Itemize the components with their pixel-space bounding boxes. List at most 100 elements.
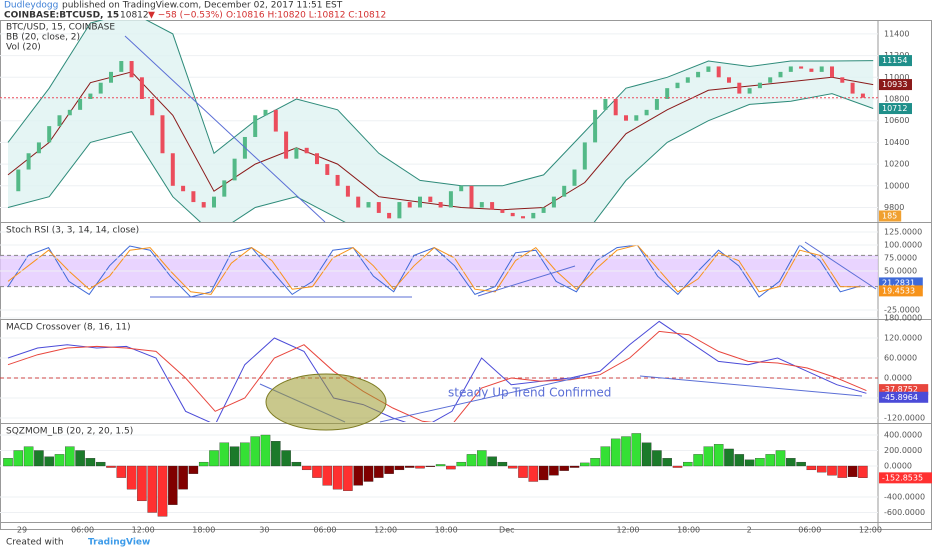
momentum-bar — [507, 465, 518, 469]
x-tick-label: 12:00 — [132, 526, 155, 535]
candle — [129, 61, 134, 78]
axis-value-box — [879, 285, 923, 297]
axis-value-label: 185 — [882, 212, 897, 221]
x-tick-label: 06:00 — [313, 526, 336, 535]
momentum-bar — [291, 461, 302, 467]
axis-value-box — [879, 391, 929, 403]
signal-line — [7, 330, 867, 422]
candle — [428, 196, 433, 203]
candle — [624, 115, 628, 121]
y-tick-label: 10200 — [884, 160, 909, 169]
candle — [459, 185, 464, 192]
candle — [727, 77, 731, 83]
y-tick-label: 100.0000 — [884, 241, 922, 250]
x-tick-label: 18:00 — [435, 526, 458, 535]
momentum-bar — [137, 465, 147, 502]
candle — [479, 202, 484, 208]
momentum-bar — [54, 454, 65, 467]
momentum-bar — [734, 454, 745, 467]
candle — [531, 212, 536, 219]
momentum-bar — [827, 465, 837, 476]
momentum-bar — [147, 465, 157, 513]
x-tick-label: 2 — [747, 526, 752, 535]
momentum-bar — [188, 465, 199, 474]
y-tick-label: 10000 — [884, 181, 909, 190]
candle — [418, 196, 422, 208]
momentum-bar — [693, 454, 703, 467]
momentum-bar — [312, 465, 322, 478]
axis-value-label: 10933 — [882, 80, 907, 89]
momentum-bar — [672, 465, 683, 468]
momentum-bar — [126, 465, 137, 490]
candle — [788, 66, 793, 72]
momentum-bar — [816, 465, 827, 473]
momentum-bar — [394, 465, 405, 471]
axis-value-label: -152.8535 — [882, 473, 923, 482]
y-tick-label: 50.0000 — [884, 267, 917, 276]
candle — [448, 191, 453, 208]
candle — [387, 212, 392, 219]
momentum-bar — [353, 465, 363, 486]
momentum-bar — [229, 446, 240, 467]
candle — [263, 109, 268, 116]
candle — [613, 99, 618, 116]
momentum-bar — [168, 465, 178, 505]
candle — [26, 153, 31, 170]
momentum-bar — [446, 465, 456, 470]
author[interactable]: Dudleydogg — [4, 1, 58, 11]
candle — [716, 66, 721, 78]
y-tick-label: 400.0000 — [884, 431, 922, 440]
candle — [768, 77, 773, 83]
candle — [232, 158, 237, 181]
candle — [850, 82, 855, 94]
momentum-bar — [75, 450, 85, 467]
momentum-bar — [765, 454, 775, 467]
pane-title: SQZMOM_LB (20, 2, 20, 1.5) — [6, 427, 133, 437]
candle — [222, 180, 227, 197]
candle — [551, 196, 556, 208]
candle — [88, 93, 93, 99]
candle — [582, 142, 587, 170]
x-tick-label: Dec — [499, 526, 514, 535]
axis-value-label: 11154 — [882, 56, 907, 65]
momentum-bar — [363, 465, 374, 482]
momentum-bar — [610, 438, 621, 467]
candle — [294, 147, 299, 159]
momentum-bar — [549, 465, 559, 476]
bb-upper — [7, 20, 874, 187]
momentum-bar — [497, 461, 508, 467]
momentum-bar — [477, 450, 487, 467]
candle — [376, 202, 381, 213]
y-tick-label: 10400 — [884, 138, 909, 147]
candle — [273, 109, 278, 132]
footer-brand[interactable]: TradingView — [88, 538, 150, 548]
candle — [469, 185, 474, 208]
candle — [57, 115, 62, 127]
y-tick-label: 10600 — [884, 116, 909, 125]
candle — [98, 82, 103, 94]
axis-value-label: 10712 — [882, 104, 907, 113]
momentum-bar — [786, 458, 796, 467]
y-tick-label: -25.0000 — [884, 306, 920, 315]
momentum-bar — [703, 446, 714, 467]
candle — [562, 185, 567, 197]
momentum-bar — [775, 450, 786, 467]
x-tick-label: 06:00 — [798, 526, 821, 535]
candle — [356, 196, 361, 208]
candle — [809, 68, 814, 72]
momentum-bar — [106, 465, 116, 468]
candle — [541, 207, 546, 213]
momentum-bar — [95, 461, 106, 467]
candle — [212, 196, 216, 208]
momentum-bar — [631, 433, 642, 467]
x-tick-label: 29 — [17, 526, 27, 535]
y-tick-label: 10800 — [884, 95, 909, 104]
candle — [500, 209, 505, 213]
momentum-bar — [580, 462, 590, 467]
x-tick-label: 12:00 — [374, 526, 397, 535]
momentum-bar — [559, 465, 569, 471]
stoch-d — [7, 244, 861, 295]
y-tick-label: 200.0000 — [884, 446, 922, 455]
